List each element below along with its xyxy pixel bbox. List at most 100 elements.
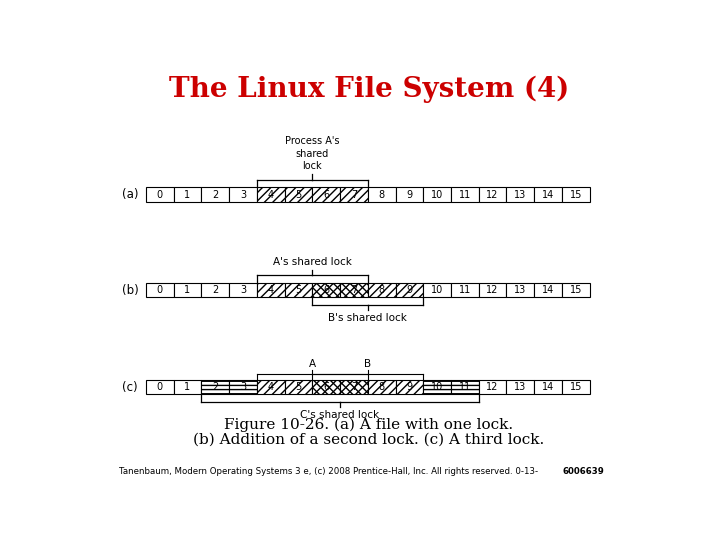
Text: 3: 3 <box>240 382 246 392</box>
Text: 2: 2 <box>212 190 218 200</box>
Bar <box>340 187 368 202</box>
Bar <box>451 283 479 298</box>
Text: B's shared lock: B's shared lock <box>328 313 408 323</box>
Text: 0: 0 <box>157 285 163 295</box>
Text: 9: 9 <box>406 285 413 295</box>
Text: 13: 13 <box>514 285 526 295</box>
Bar <box>368 187 395 202</box>
Bar <box>340 380 368 394</box>
Text: A's shared lock: A's shared lock <box>273 256 351 267</box>
Bar <box>284 283 312 298</box>
Bar <box>312 187 340 202</box>
Text: 6: 6 <box>323 382 329 392</box>
Text: 5: 5 <box>295 285 302 295</box>
Bar <box>506 187 534 202</box>
Bar <box>174 187 202 202</box>
Bar <box>257 380 284 394</box>
Text: 5: 5 <box>295 190 302 200</box>
Bar <box>423 380 451 394</box>
Bar <box>340 283 368 298</box>
Bar <box>368 283 395 298</box>
Bar <box>479 187 506 202</box>
Bar <box>368 380 395 394</box>
Text: 3: 3 <box>240 285 246 295</box>
Text: 9: 9 <box>406 190 413 200</box>
Text: 14: 14 <box>542 382 554 392</box>
Bar <box>534 283 562 298</box>
Text: 8: 8 <box>379 285 384 295</box>
Text: 15: 15 <box>570 285 582 295</box>
Text: 7: 7 <box>351 382 357 392</box>
Bar <box>506 380 534 394</box>
Text: (a): (a) <box>122 188 138 201</box>
Text: 6006639: 6006639 <box>562 467 604 476</box>
Bar <box>340 380 368 394</box>
Bar <box>229 380 257 394</box>
Text: 0: 0 <box>157 382 163 392</box>
Bar <box>257 187 284 202</box>
Bar <box>534 380 562 394</box>
Text: 15: 15 <box>570 382 582 392</box>
Bar <box>312 283 340 298</box>
Bar <box>284 380 312 394</box>
Bar <box>284 283 312 298</box>
Bar <box>312 380 340 394</box>
Text: The Linux File System (4): The Linux File System (4) <box>169 76 569 103</box>
Text: (b) Addition of a second lock. (c) A third lock.: (b) Addition of a second lock. (c) A thi… <box>194 433 544 447</box>
Bar <box>257 283 284 298</box>
Bar <box>562 380 590 394</box>
Text: Process A's
shared
lock: Process A's shared lock <box>285 136 340 171</box>
Text: 4: 4 <box>268 382 274 392</box>
Text: 11: 11 <box>459 190 471 200</box>
Bar <box>257 380 284 394</box>
Bar <box>284 187 312 202</box>
Text: 12: 12 <box>487 285 499 295</box>
Bar <box>368 380 395 394</box>
Text: (c): (c) <box>122 381 138 394</box>
Bar <box>284 187 312 202</box>
Text: 11: 11 <box>459 382 471 392</box>
Bar <box>340 283 368 298</box>
Bar <box>145 283 174 298</box>
Bar <box>312 380 340 394</box>
Bar <box>534 187 562 202</box>
Text: 13: 13 <box>514 190 526 200</box>
Bar <box>423 380 451 394</box>
Bar <box>395 283 423 298</box>
Text: 1: 1 <box>184 285 191 295</box>
Bar <box>284 380 312 394</box>
Bar <box>451 187 479 202</box>
Text: 10: 10 <box>431 190 444 200</box>
Text: 2: 2 <box>212 285 218 295</box>
Text: A: A <box>309 359 316 369</box>
Text: Figure 10-26. (a) A file with one lock.: Figure 10-26. (a) A file with one lock. <box>225 418 513 433</box>
Bar <box>229 283 257 298</box>
Bar <box>202 380 229 394</box>
Text: 8: 8 <box>379 382 384 392</box>
Text: Tanenbaum, Modern Operating Systems 3 e, (c) 2008 Prentice-Hall, Inc. All rights: Tanenbaum, Modern Operating Systems 3 e,… <box>120 467 539 476</box>
Text: 6: 6 <box>323 190 329 200</box>
Text: 7: 7 <box>351 190 357 200</box>
Bar <box>395 380 423 394</box>
Bar <box>506 283 534 298</box>
Text: 11: 11 <box>459 285 471 295</box>
Bar <box>340 283 368 298</box>
Bar <box>395 283 423 298</box>
Bar <box>257 283 284 298</box>
Bar <box>174 283 202 298</box>
Bar <box>562 283 590 298</box>
Text: 3: 3 <box>240 190 246 200</box>
Bar <box>479 283 506 298</box>
Bar <box>202 187 229 202</box>
Text: 12: 12 <box>487 190 499 200</box>
Bar <box>312 283 340 298</box>
Bar <box>312 283 340 298</box>
Bar <box>312 187 340 202</box>
Bar <box>174 380 202 394</box>
Text: 15: 15 <box>570 190 582 200</box>
Text: 1: 1 <box>184 190 191 200</box>
Text: 0: 0 <box>157 190 163 200</box>
Text: 5: 5 <box>295 382 302 392</box>
Bar <box>451 380 479 394</box>
Text: 9: 9 <box>406 382 413 392</box>
